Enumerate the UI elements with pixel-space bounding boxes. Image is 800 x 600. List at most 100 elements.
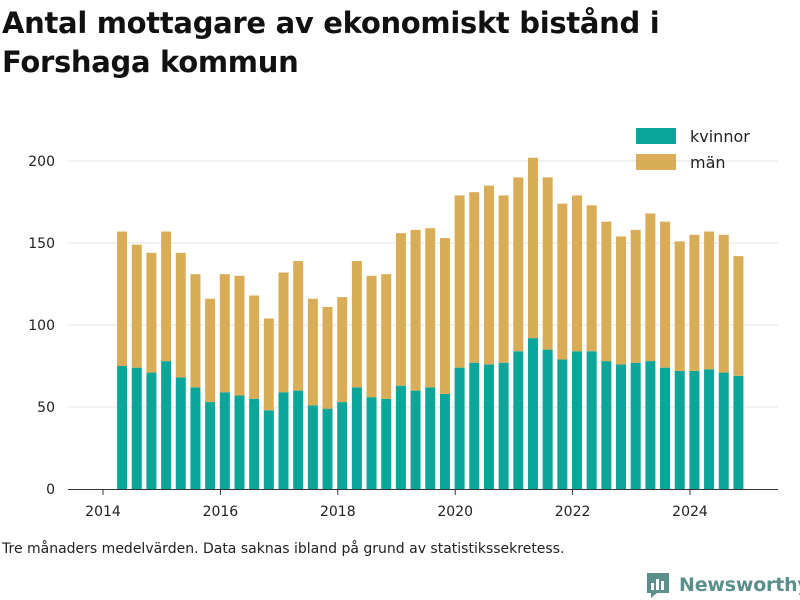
x-tick-label: 2018 bbox=[320, 504, 356, 520]
bar-man bbox=[337, 297, 348, 403]
bar-man bbox=[454, 195, 465, 368]
bar-man bbox=[689, 234, 700, 371]
bar-man bbox=[527, 157, 538, 339]
bar-kvinnor bbox=[630, 362, 641, 489]
bar-kvinnor bbox=[366, 397, 377, 489]
bar-kvinnor bbox=[513, 351, 524, 489]
bar-kvinnor bbox=[219, 392, 230, 489]
x-tick-label: 2014 bbox=[85, 504, 121, 520]
bar-man bbox=[234, 275, 245, 396]
bar-man bbox=[190, 274, 201, 388]
bar-kvinnor bbox=[249, 398, 260, 489]
bar-kvinnor bbox=[498, 362, 509, 489]
bar-man bbox=[146, 252, 157, 373]
bar-kvinnor bbox=[381, 398, 392, 489]
bar-kvinnor bbox=[454, 367, 465, 489]
bar-man bbox=[219, 274, 230, 393]
bar-kvinnor bbox=[205, 402, 216, 489]
bar-kvinnor bbox=[586, 351, 597, 489]
bar-man bbox=[131, 244, 142, 368]
bar-man bbox=[351, 261, 362, 388]
stacked-bar-chart: 0 50 100 150 200 2014 2016 2018 2020 2022 2024 kvi… bbox=[28, 127, 778, 520]
bar-kvinnor bbox=[483, 364, 494, 489]
bar-man bbox=[439, 238, 450, 394]
bar-man bbox=[307, 298, 318, 406]
gridlines bbox=[68, 160, 778, 408]
bar-kvinnor bbox=[307, 405, 318, 489]
bar-kvinnor bbox=[131, 367, 142, 489]
bar-kvinnor bbox=[190, 387, 201, 489]
bar-man bbox=[704, 231, 715, 370]
bar-man bbox=[498, 195, 509, 363]
bar-kvinnor bbox=[351, 387, 362, 489]
x-tick-label: 2024 bbox=[672, 504, 708, 520]
bar-man bbox=[718, 234, 729, 373]
bar-kvinnor bbox=[645, 361, 656, 489]
bar-kvinnor bbox=[527, 338, 538, 489]
bar-man bbox=[645, 213, 656, 362]
y-tick-label: 0 bbox=[46, 482, 55, 498]
bar-man bbox=[278, 272, 289, 393]
bar-man bbox=[293, 261, 304, 391]
y-tick-label: 200 bbox=[28, 154, 55, 170]
bar-kvinnor bbox=[689, 370, 700, 489]
bar-kvinnor bbox=[660, 367, 671, 489]
bar-man bbox=[601, 221, 612, 362]
bar-kvinnor bbox=[439, 393, 450, 489]
bar-man bbox=[469, 192, 480, 363]
bar-man bbox=[322, 306, 333, 409]
x-tick-label: 2020 bbox=[437, 504, 473, 520]
bar-man bbox=[410, 229, 421, 391]
legend-label: män bbox=[690, 153, 726, 172]
bar-man bbox=[249, 295, 260, 399]
bar-kvinnor bbox=[601, 361, 612, 489]
bar-kvinnor bbox=[322, 408, 333, 489]
bar-man bbox=[483, 185, 494, 365]
y-tick-label: 100 bbox=[28, 318, 55, 334]
bar-kvinnor bbox=[616, 364, 627, 489]
brand-logo[interactable]: Newsworthy bbox=[645, 570, 800, 600]
bar-kvinnor bbox=[542, 349, 553, 489]
bar-kvinnor bbox=[425, 387, 436, 489]
bar-kvinnor bbox=[572, 351, 583, 489]
bar-man bbox=[586, 205, 597, 352]
bar-kvinnor bbox=[117, 366, 128, 489]
axes: 0 50 100 150 200 2014 2016 2018 2020 2022 2024 bbox=[28, 154, 778, 520]
bar-man bbox=[630, 229, 641, 363]
bar-man bbox=[674, 241, 685, 371]
bar-man bbox=[513, 177, 524, 352]
bar-kvinnor bbox=[469, 362, 480, 489]
x-tick-label: 2016 bbox=[203, 504, 239, 520]
bar-man bbox=[557, 203, 568, 360]
bars bbox=[117, 157, 744, 489]
bar-chart-logo-icon bbox=[647, 573, 669, 598]
y-tick-label: 50 bbox=[37, 400, 55, 416]
bar-kvinnor bbox=[146, 372, 157, 489]
bar-man bbox=[117, 231, 128, 366]
bar-man bbox=[395, 233, 406, 386]
bar-kvinnor bbox=[704, 369, 715, 489]
bar-kvinnor bbox=[718, 372, 729, 489]
bar-kvinnor bbox=[337, 402, 348, 489]
footnote: Tre månaders medelvärden. Data saknas ib… bbox=[2, 541, 565, 557]
bar-kvinnor bbox=[278, 392, 289, 489]
bar-man bbox=[205, 298, 216, 403]
bar-man bbox=[263, 318, 274, 411]
bar-kvinnor bbox=[395, 385, 406, 489]
bar-kvinnor bbox=[674, 370, 685, 489]
bar-man bbox=[366, 275, 377, 398]
bar-man bbox=[733, 256, 744, 376]
bar-man bbox=[161, 231, 172, 362]
bar-kvinnor bbox=[557, 359, 568, 489]
bar-man bbox=[572, 195, 583, 352]
bar-man bbox=[660, 221, 671, 368]
bar-man bbox=[425, 228, 436, 388]
bar-kvinnor bbox=[293, 390, 304, 489]
bar-kvinnor bbox=[175, 377, 186, 489]
bar-man bbox=[542, 177, 553, 350]
legend-label: kvinnor bbox=[690, 127, 750, 146]
legend-swatch bbox=[636, 128, 676, 144]
y-tick-label: 150 bbox=[28, 236, 55, 252]
chart-title: Antal mottagare av ekonomiskt bistånd i … bbox=[2, 6, 660, 79]
legend: kvinnor män bbox=[636, 127, 750, 172]
